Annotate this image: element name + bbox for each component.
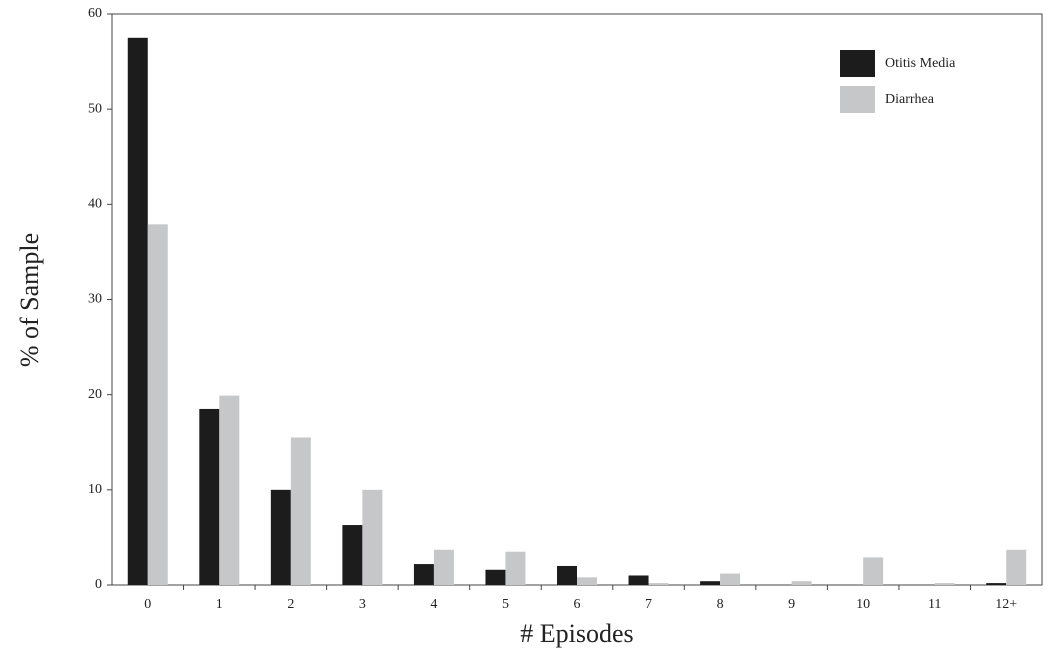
y-tick-label: 40 [88,197,102,212]
x-tick-label: 11 [928,597,941,612]
x-tick-label: 12+ [995,597,1017,612]
x-tick-label: 8 [717,597,724,612]
bar [127,37,148,585]
y-tick-label: 20 [88,387,102,402]
bar [342,525,363,585]
x-tick-label: 2 [287,597,294,612]
x-tick-label: 1 [216,597,223,612]
legend-swatch [840,86,875,113]
bar [147,224,168,585]
bar [219,395,240,585]
bar [791,581,812,585]
bar [700,581,721,585]
bar [557,565,577,585]
bar [628,575,649,585]
bar [362,489,383,585]
x-tick-label: 4 [430,597,437,612]
bar [505,551,526,585]
bar [199,408,220,585]
bar [270,489,291,585]
y-tick-label: 0 [95,577,102,592]
bar [934,583,955,585]
bar [1006,549,1027,585]
x-tick-label: 9 [788,597,795,612]
x-tick-label: 6 [574,597,581,612]
bar [290,437,311,585]
y-tick-label: 30 [88,292,102,307]
x-tick-label: 0 [144,597,151,612]
x-tick-label: 10 [856,597,870,612]
y-tick-label: 60 [88,6,102,21]
legend-label: Diarrhea [885,92,935,107]
bar [433,549,454,585]
bar [720,573,741,585]
legend-swatch [840,50,875,77]
bar [863,557,884,585]
y-tick-label: 10 [88,482,102,497]
bar [648,583,669,585]
bar [986,583,1007,585]
bar [577,577,597,585]
x-tick-label: 7 [645,597,652,612]
bar [413,564,434,585]
y-axis-title: % of Sample [15,233,44,367]
x-tick-label: 5 [502,597,509,612]
x-tick-label: 3 [359,597,366,612]
x-axis-title: # Episodes [520,619,633,648]
y-tick-label: 50 [88,101,102,116]
legend-label: Otitis Media [885,56,956,71]
bar [485,569,506,585]
